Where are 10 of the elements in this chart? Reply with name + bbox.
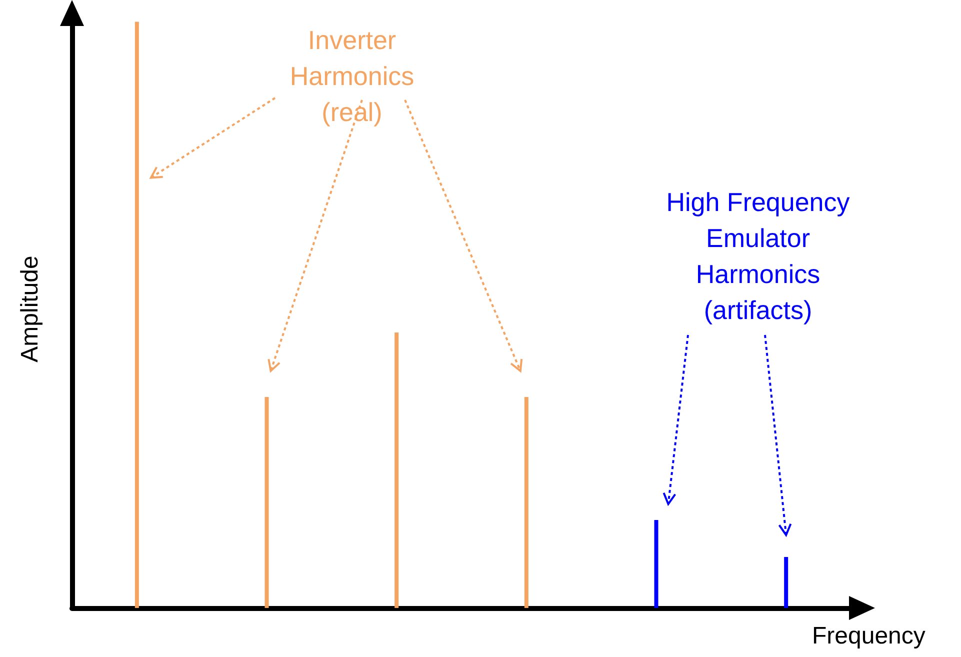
x-axis-title: Frequency	[812, 622, 926, 650]
bar	[134, 22, 139, 608]
bar	[264, 396, 269, 608]
bar	[394, 332, 399, 608]
bar	[524, 396, 528, 608]
y-axis-title: Amplitude	[16, 256, 44, 362]
bar	[784, 556, 788, 608]
annotation: Inverter Harmonics (real)	[290, 25, 414, 127]
bar	[654, 520, 658, 608]
annotation: High Frequency Emulator Harmonics (artifacts)	[666, 187, 850, 325]
